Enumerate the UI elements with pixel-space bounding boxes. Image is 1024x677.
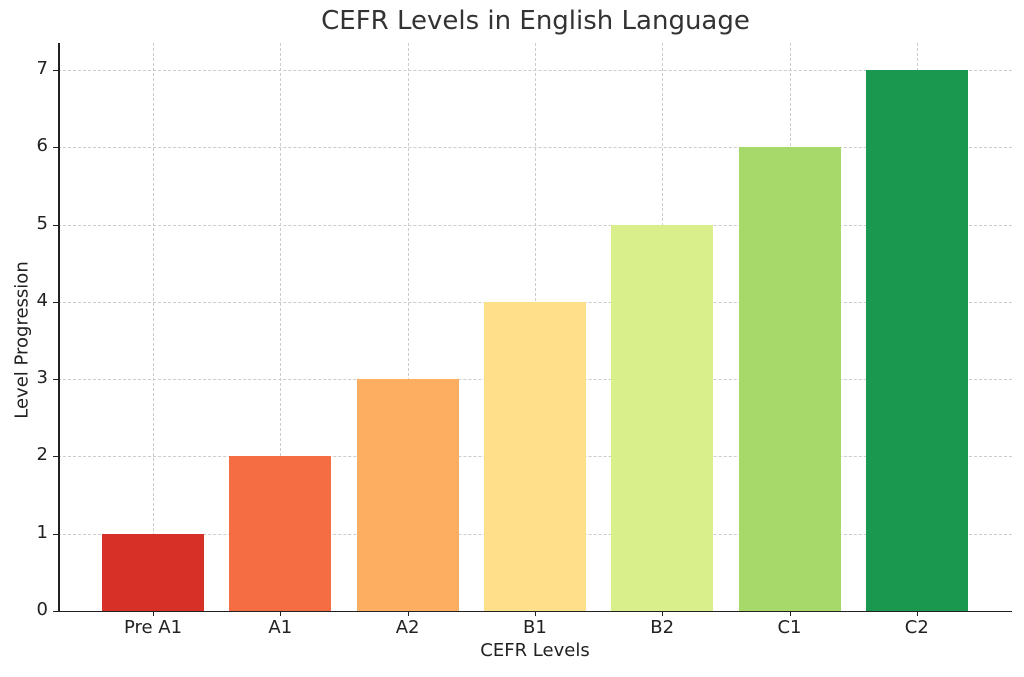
y-tick-mark [53,611,58,612]
y-tick-mark [53,224,58,226]
y-tick-label: 3 [36,367,48,389]
v-gridline [407,43,409,611]
v-gridline [153,43,154,611]
v-gridline [280,43,282,611]
y-tick-mark [53,379,58,381]
bar-b2 [611,224,714,611]
x-tick-mark [916,611,918,616]
x-tick-label: B1 [522,617,547,638]
x-tick-label: A2 [395,617,420,638]
y-tick-mark [53,147,58,149]
x-tick-mark [153,611,154,616]
x-tick-mark [534,611,536,616]
bar-c1 [738,147,841,611]
y-axis-line [58,43,60,612]
bar-c2 [865,69,968,611]
x-tick-label: Pre A1 [123,617,183,638]
y-tick-label: 7 [36,57,48,79]
x-tick-label: C1 [777,617,802,638]
x-tick-label: C2 [904,617,929,638]
x-tick-label: A1 [268,617,293,638]
x-tick-mark [789,611,791,616]
bar-b1 [483,301,586,611]
y-tick-mark [53,301,58,303]
x-tick-label: B2 [650,617,675,638]
x-tick-mark [407,611,409,616]
y-tick-label: 5 [36,212,48,234]
x-tick-mark [662,611,664,616]
plot-area: 0 1 2 3 4 5 6 7 Pre A1 A1 A2 B1 B2 C1 C2 [37,43,1012,638]
y-tick-mark [53,456,58,458]
bar-pre-a1 [102,533,204,611]
x-axis-title: CEFR Levels [480,640,590,661]
chart-title: CEFR Levels in English Language [321,6,750,36]
y-axis-title: Level Progression [11,261,33,419]
y-tick-label: 4 [36,289,48,311]
y-tick-mark [53,69,58,71]
y-tick-mark [53,533,58,535]
bar-a1 [229,456,332,611]
y-tick-label: 2 [36,444,48,466]
x-tick-mark [280,611,282,616]
y-tick-label: 0 [36,599,48,620]
y-tick-label: 1 [36,521,48,543]
y-tick-label: 6 [36,135,48,157]
bar-a2 [356,379,459,611]
